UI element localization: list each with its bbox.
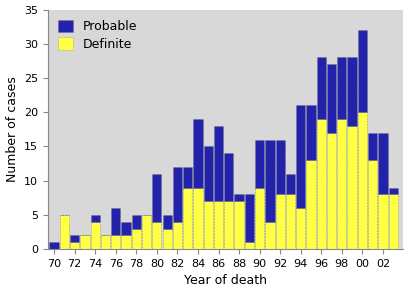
- Bar: [378, 194, 387, 249]
- Bar: [162, 229, 172, 249]
- Bar: [317, 57, 326, 119]
- Bar: [286, 174, 295, 194]
- Bar: [368, 160, 377, 249]
- Bar: [152, 222, 162, 249]
- Bar: [296, 208, 306, 249]
- Bar: [358, 112, 367, 249]
- Bar: [80, 236, 90, 249]
- Bar: [337, 57, 346, 119]
- Bar: [348, 126, 357, 249]
- Bar: [121, 222, 130, 236]
- Bar: [111, 236, 120, 249]
- Bar: [101, 236, 110, 249]
- Bar: [368, 133, 377, 160]
- Bar: [111, 208, 120, 236]
- Bar: [70, 236, 79, 242]
- Bar: [193, 119, 202, 188]
- Bar: [317, 119, 326, 249]
- Bar: [142, 215, 151, 249]
- Bar: [204, 146, 213, 201]
- Bar: [245, 242, 254, 249]
- Bar: [214, 126, 223, 201]
- Bar: [183, 188, 192, 249]
- Bar: [173, 222, 182, 249]
- Bar: [265, 222, 274, 249]
- Bar: [173, 167, 182, 222]
- Bar: [193, 188, 202, 249]
- Bar: [327, 64, 336, 133]
- Bar: [389, 194, 398, 249]
- Bar: [91, 215, 100, 222]
- Bar: [265, 140, 274, 222]
- Bar: [224, 153, 234, 201]
- Bar: [306, 105, 316, 160]
- Bar: [306, 160, 316, 249]
- Bar: [183, 167, 192, 188]
- Bar: [49, 242, 59, 249]
- Bar: [121, 236, 130, 249]
- Bar: [245, 194, 254, 242]
- Bar: [276, 194, 285, 249]
- Bar: [60, 215, 69, 249]
- Bar: [132, 229, 141, 249]
- Bar: [162, 215, 172, 229]
- Bar: [255, 140, 264, 188]
- Bar: [378, 133, 387, 194]
- Bar: [152, 174, 162, 222]
- Bar: [70, 242, 79, 249]
- Bar: [327, 133, 336, 249]
- Legend: Probable, Definite: Probable, Definite: [54, 16, 141, 54]
- Bar: [255, 188, 264, 249]
- Bar: [234, 201, 244, 249]
- Bar: [296, 105, 306, 208]
- Y-axis label: Number of cases: Number of cases: [6, 76, 18, 182]
- Bar: [224, 201, 234, 249]
- Bar: [132, 215, 141, 229]
- Bar: [91, 222, 100, 249]
- Bar: [348, 57, 357, 126]
- Bar: [389, 188, 398, 194]
- Bar: [234, 194, 244, 201]
- Bar: [286, 194, 295, 249]
- Bar: [337, 119, 346, 249]
- Bar: [214, 201, 223, 249]
- Bar: [276, 140, 285, 194]
- X-axis label: Year of death: Year of death: [184, 275, 267, 287]
- Bar: [358, 30, 367, 112]
- Bar: [204, 201, 213, 249]
